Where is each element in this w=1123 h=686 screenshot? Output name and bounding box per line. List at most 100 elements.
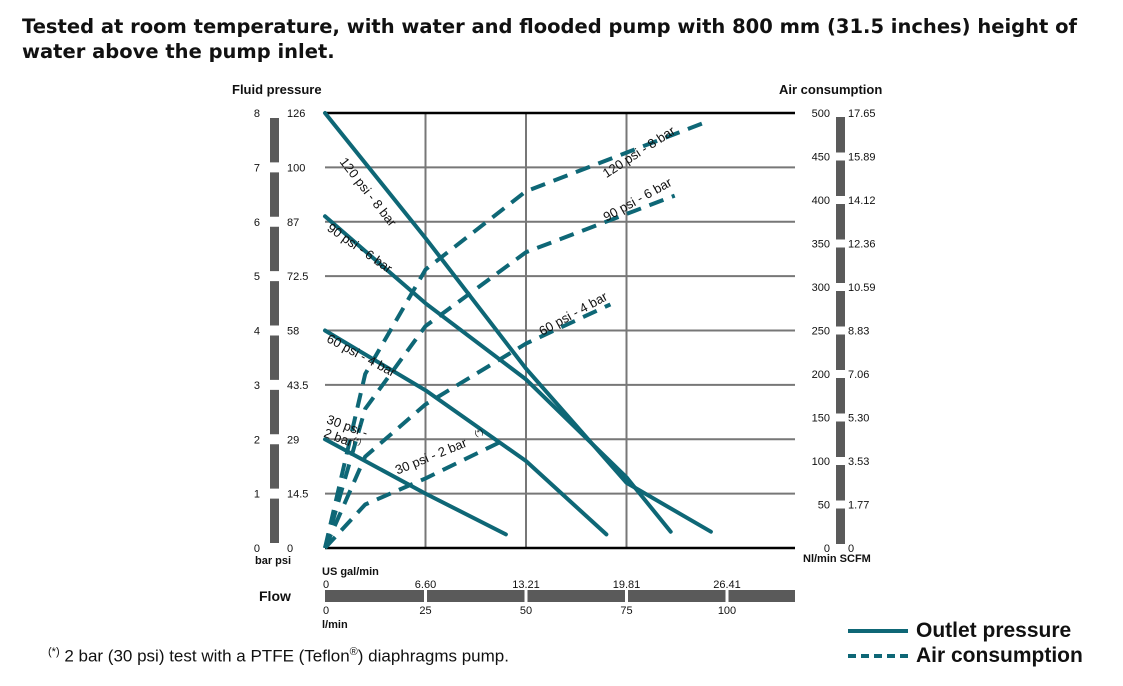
legend-label: Air consumption bbox=[916, 644, 1083, 667]
bar-tick-label: 8 bbox=[254, 108, 260, 120]
nlmin-tick-label: 350 bbox=[812, 239, 830, 251]
footnote-text-end: ) diaphragms pump. bbox=[357, 646, 509, 666]
lmin-tick-label: 25 bbox=[419, 605, 431, 617]
lmin-unit: l/min bbox=[322, 619, 348, 631]
psi-tick-label: 87 bbox=[287, 217, 299, 229]
legend-solid-line bbox=[848, 629, 908, 633]
flow-axis-bar-gap bbox=[424, 590, 427, 602]
right-axis-bar-segment bbox=[836, 160, 845, 196]
footnote-text: 2 bar (30 psi) test with a PTFE (Teflon bbox=[59, 646, 350, 666]
bar-tick-label: 0 bbox=[254, 543, 260, 555]
psi-tick-label: 126 bbox=[287, 108, 305, 120]
bar-tick-label: 6 bbox=[254, 217, 260, 229]
curves bbox=[323, 111, 713, 550]
right-axis-bar-segment bbox=[836, 421, 845, 457]
nlmin-tick-label: 150 bbox=[812, 413, 830, 425]
lmin-tick-label: 75 bbox=[620, 605, 632, 617]
left-axis-bar-segment bbox=[270, 172, 279, 217]
right-axis-bar-segment bbox=[836, 334, 845, 370]
bar-tick-label: 7 bbox=[254, 162, 260, 174]
registered-mark: ® bbox=[349, 646, 358, 658]
scfm-tick-label: 5.30 bbox=[848, 413, 869, 425]
right-axis-bar-segment bbox=[836, 204, 845, 240]
left-axis-bar-segment bbox=[270, 389, 279, 435]
scfm-tick-label: 10.59 bbox=[848, 282, 876, 294]
left-axis-bar-segment bbox=[270, 281, 279, 326]
scfm-tick-label: 0 bbox=[848, 543, 854, 555]
left-axis-units: bar psi bbox=[255, 555, 291, 567]
psi-tick-label: 72.5 bbox=[287, 271, 308, 283]
left-axis-title: Fluid pressure bbox=[232, 82, 322, 97]
us-gal-tick-label: 0 bbox=[323, 579, 329, 591]
bar-tick-label: 2 bbox=[254, 434, 260, 446]
psi-tick-label: 14.5 bbox=[287, 489, 308, 501]
bar-tick-label: 1 bbox=[254, 489, 260, 501]
curve-label: 90 psi - 6 bar bbox=[324, 220, 395, 276]
psi-tick-label: 43.5 bbox=[287, 380, 308, 392]
left-axis-bar-segment bbox=[270, 444, 279, 489]
curve-label: (*) bbox=[352, 435, 363, 446]
scfm-tick-label: 3.53 bbox=[848, 456, 869, 468]
curve-label: 90 psi - 6 bar bbox=[601, 174, 675, 224]
lmin-tick-label: 50 bbox=[520, 605, 532, 617]
right-axis-title: Air consumption bbox=[779, 82, 882, 97]
bar-tick-label: 4 bbox=[254, 326, 260, 338]
right-axis-bar-segment bbox=[836, 465, 845, 501]
right-axis-bar-segment bbox=[836, 247, 845, 283]
psi-tick-label: 58 bbox=[287, 326, 299, 338]
lmin-tick-label: 100 bbox=[718, 605, 736, 617]
nlmin-tick-label: 400 bbox=[812, 195, 830, 207]
psi-tick-label: 0 bbox=[287, 543, 293, 555]
flow-axis-bar-gap bbox=[625, 590, 628, 602]
psi-tick-label: 100 bbox=[287, 162, 305, 174]
us-gal-unit: US gal/min bbox=[322, 566, 379, 578]
nlmin-tick-label: 250 bbox=[812, 326, 830, 338]
scfm-tick-label: 8.83 bbox=[848, 326, 869, 338]
air-consumption-curve bbox=[323, 119, 708, 549]
nlmin-tick-label: 450 bbox=[812, 152, 830, 164]
flow-axis-bar-gap bbox=[524, 590, 528, 602]
scfm-tick-label: 7.06 bbox=[848, 369, 869, 381]
curve-label: 30 psi - 2 bar bbox=[393, 435, 470, 478]
scfm-tick-label: 12.36 bbox=[848, 239, 876, 251]
us-gal-tick-label: 26.41 bbox=[713, 579, 741, 591]
right-axis-units: Nl/min SCFM bbox=[803, 553, 871, 565]
grid bbox=[325, 111, 795, 550]
air-consumption-curve bbox=[323, 193, 676, 549]
us-gal-tick-label: 13.21 bbox=[512, 579, 540, 591]
scfm-tick-label: 1.77 bbox=[848, 500, 869, 512]
right-axis-bar-segment bbox=[836, 378, 845, 414]
nlmin-tick-label: 0 bbox=[824, 543, 830, 555]
nlmin-tick-label: 200 bbox=[812, 369, 830, 381]
flow-axis-bar bbox=[325, 590, 795, 602]
scfm-tick-label: 15.89 bbox=[848, 152, 876, 164]
legend-air-consumption: Air consumption bbox=[848, 643, 1083, 669]
left-axis-bar-segment bbox=[270, 226, 279, 272]
psi-tick-label: 29 bbox=[287, 434, 299, 446]
bar-tick-label: 5 bbox=[254, 271, 260, 283]
us-gal-tick-label: 6.60 bbox=[415, 579, 436, 591]
bar-tick-label: 3 bbox=[254, 380, 260, 392]
chart-heading: Tested at room temperature, with water a… bbox=[22, 15, 1077, 63]
air-consumption-curve bbox=[323, 302, 612, 549]
nlmin-tick-label: 100 bbox=[812, 456, 830, 468]
left-axis-bar-segment bbox=[270, 118, 279, 163]
nlmin-tick-label: 300 bbox=[812, 282, 830, 294]
curve-label: 120 psi - 8 bar bbox=[600, 123, 678, 181]
right-axis-bar-segment bbox=[836, 117, 845, 153]
footnote-marker: (*) bbox=[48, 646, 60, 658]
air-consumption-curve bbox=[323, 437, 507, 550]
right-axis-bar-segment bbox=[836, 291, 845, 327]
lmin-tick-label: 0 bbox=[323, 605, 329, 617]
right-axis-bar-segment bbox=[836, 508, 845, 544]
flow-axis-bar-gap bbox=[725, 590, 729, 602]
scfm-tick-label: 14.12 bbox=[848, 195, 876, 207]
left-axis-bar-segment bbox=[270, 498, 279, 543]
legend-label: Outlet pressure bbox=[916, 619, 1072, 642]
scfm-tick-label: 17.65 bbox=[848, 108, 876, 120]
nlmin-tick-label: 500 bbox=[812, 108, 830, 120]
left-axis-bar-segment bbox=[270, 335, 279, 380]
outlet-pressure-curve bbox=[323, 437, 508, 537]
